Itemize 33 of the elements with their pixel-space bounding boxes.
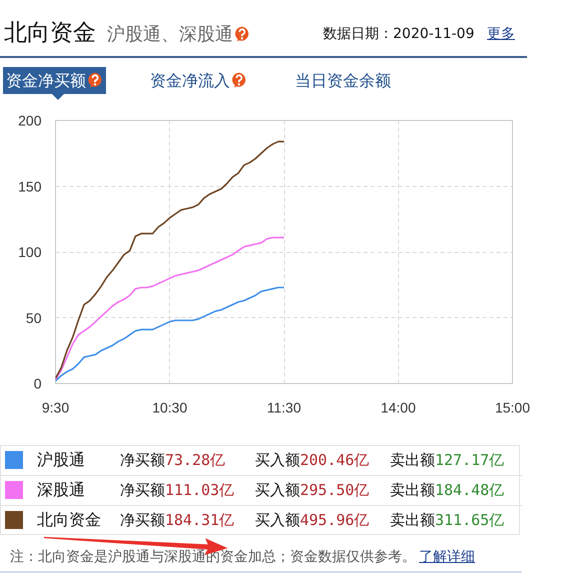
text: 卖出额127.17亿 bbox=[390, 450, 504, 470]
x-tick-label: 15:00 bbox=[494, 400, 530, 416]
chart-title: 北向资金 bbox=[4, 19, 96, 48]
text: 资金净流入 bbox=[150, 70, 231, 92]
text: 买入额495.96亿 bbox=[255, 510, 370, 530]
x-tick-label: 14:00 bbox=[380, 400, 416, 416]
text: 卖出额311.65亿 bbox=[390, 510, 504, 530]
text: 净买额73.28亿 bbox=[120, 450, 226, 470]
y-tick-label: 150 bbox=[18, 178, 42, 194]
text: 买入额200.46亿 bbox=[255, 450, 370, 470]
text: 当日资金余额 bbox=[295, 70, 391, 92]
x-tick-label: 9:30 bbox=[42, 400, 70, 416]
text: 净买额184.31亿 bbox=[120, 510, 234, 530]
text: 了解详细 bbox=[419, 549, 475, 565]
chart-subtitle: 沪股通、深股通 bbox=[107, 23, 234, 47]
text: 买入额295.50亿 bbox=[255, 480, 370, 500]
line-series bbox=[56, 236, 285, 380]
legend-label: 北向资金 bbox=[37, 510, 101, 530]
y-tick-label: 0 bbox=[34, 376, 42, 392]
y-tick-label: 100 bbox=[18, 244, 42, 260]
legend-label: 沪股通 bbox=[37, 450, 85, 470]
text: 卖出额184.48亿 bbox=[390, 480, 504, 500]
text: 数据日期：2020-11-09 bbox=[323, 25, 474, 44]
y-tick-label: 200 bbox=[18, 112, 42, 128]
legend-label: 深股通 bbox=[37, 480, 85, 500]
y-tick-label: 50 bbox=[26, 310, 42, 326]
line-series bbox=[56, 286, 285, 382]
tab-selected: 资金净买额 bbox=[3, 67, 106, 94]
line-series bbox=[56, 140, 285, 380]
x-tick-label: 11:30 bbox=[267, 400, 302, 416]
text: 净买额111.03亿 bbox=[120, 480, 234, 500]
x-tick-label: 10:30 bbox=[152, 400, 188, 416]
text: 更多 bbox=[487, 25, 515, 44]
